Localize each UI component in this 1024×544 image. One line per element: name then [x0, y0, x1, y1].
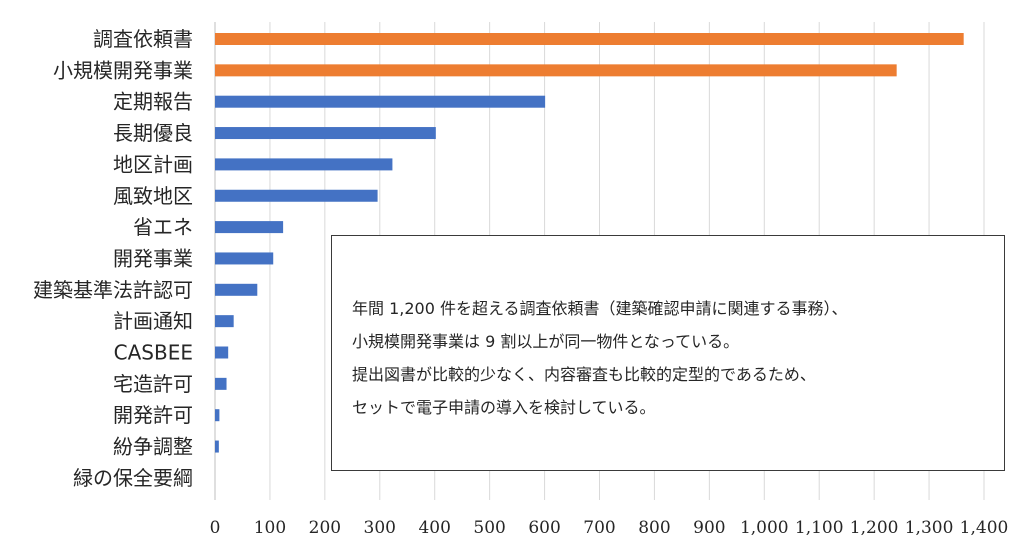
x-tick-label: 1,400	[960, 518, 1009, 538]
category-label: 宅造許可	[113, 372, 193, 396]
bar	[215, 64, 897, 77]
x-tick-label: 900	[693, 518, 725, 538]
bar	[215, 409, 220, 422]
x-tick-label: 800	[638, 518, 670, 538]
annotation-line: 小規模開発事業は 9 割以上が同一物件となっている。	[352, 332, 740, 351]
category-label: 定期報告	[113, 90, 193, 114]
annotation-text: 年間 1,200 件を超える調査依頼書（建築確認申請に関連する事務）、 小規模開…	[352, 292, 994, 424]
category-label: 省エネ	[133, 215, 193, 239]
x-tick-label: 300	[364, 518, 396, 538]
x-tick-label: 200	[309, 518, 341, 538]
x-tick-label: 0	[210, 518, 221, 538]
bar	[215, 33, 964, 45]
x-tick-labels: 0 100 200 300 400 500 600 700 800 900 1,000 1,100 1,…	[210, 518, 1009, 538]
annotation-line: 提出図書が比較的少なく、内容審査も比較的定型的であるため、	[352, 365, 816, 384]
x-tick-label: 500	[473, 518, 505, 538]
annotation-line: 年間 1,200 件を超える調査依頼書（建築確認申請に関連する事務）、	[352, 299, 848, 318]
bar	[215, 315, 234, 328]
x-tick-label: 100	[254, 518, 286, 538]
x-tick-label: 700	[583, 518, 615, 538]
bar	[215, 377, 227, 390]
x-tick-label: 1,000	[740, 518, 789, 538]
x-tick-label: 1,100	[795, 518, 844, 538]
category-label: 紛争調整	[113, 435, 193, 459]
category-label: 小規模開発事業	[53, 58, 193, 82]
annotation-line: セットで電子申請の導入を検討している。	[352, 398, 656, 417]
category-label: 建築基準法許認可	[33, 278, 193, 302]
annotation-box: 年間 1,200 件を超える調査依頼書（建築確認申請に関連する事務）、 小規模開…	[331, 235, 1005, 471]
bar	[215, 346, 229, 359]
category-label: 長期優良	[113, 121, 193, 145]
x-tick-label: 1,200	[850, 518, 899, 538]
bars	[215, 33, 964, 453]
bar	[215, 440, 219, 453]
category-label: CASBEE	[114, 341, 193, 365]
category-labels: 調査依頼書小規模開発事業定期報告長期優良地区計画風致地区省エネ開発事業建築基準法…	[33, 27, 193, 490]
bar	[215, 127, 436, 140]
x-tick-label: 600	[528, 518, 560, 538]
category-label: 風致地区	[113, 184, 193, 208]
category-label: 開発事業	[113, 246, 193, 270]
category-label: 開発許可	[113, 403, 193, 427]
x-tick-label: 400	[418, 518, 450, 538]
bar	[215, 221, 284, 234]
category-label: 調査依頼書	[93, 27, 193, 51]
x-tick-label: 1,300	[905, 518, 954, 538]
category-label: 地区計画	[113, 152, 193, 176]
category-label: 緑の保全要綱	[73, 466, 193, 490]
bar	[215, 158, 393, 171]
bar	[215, 95, 546, 108]
bar	[215, 189, 378, 202]
bar	[215, 252, 274, 265]
category-label: 計画通知	[113, 309, 193, 333]
bar	[215, 283, 258, 296]
